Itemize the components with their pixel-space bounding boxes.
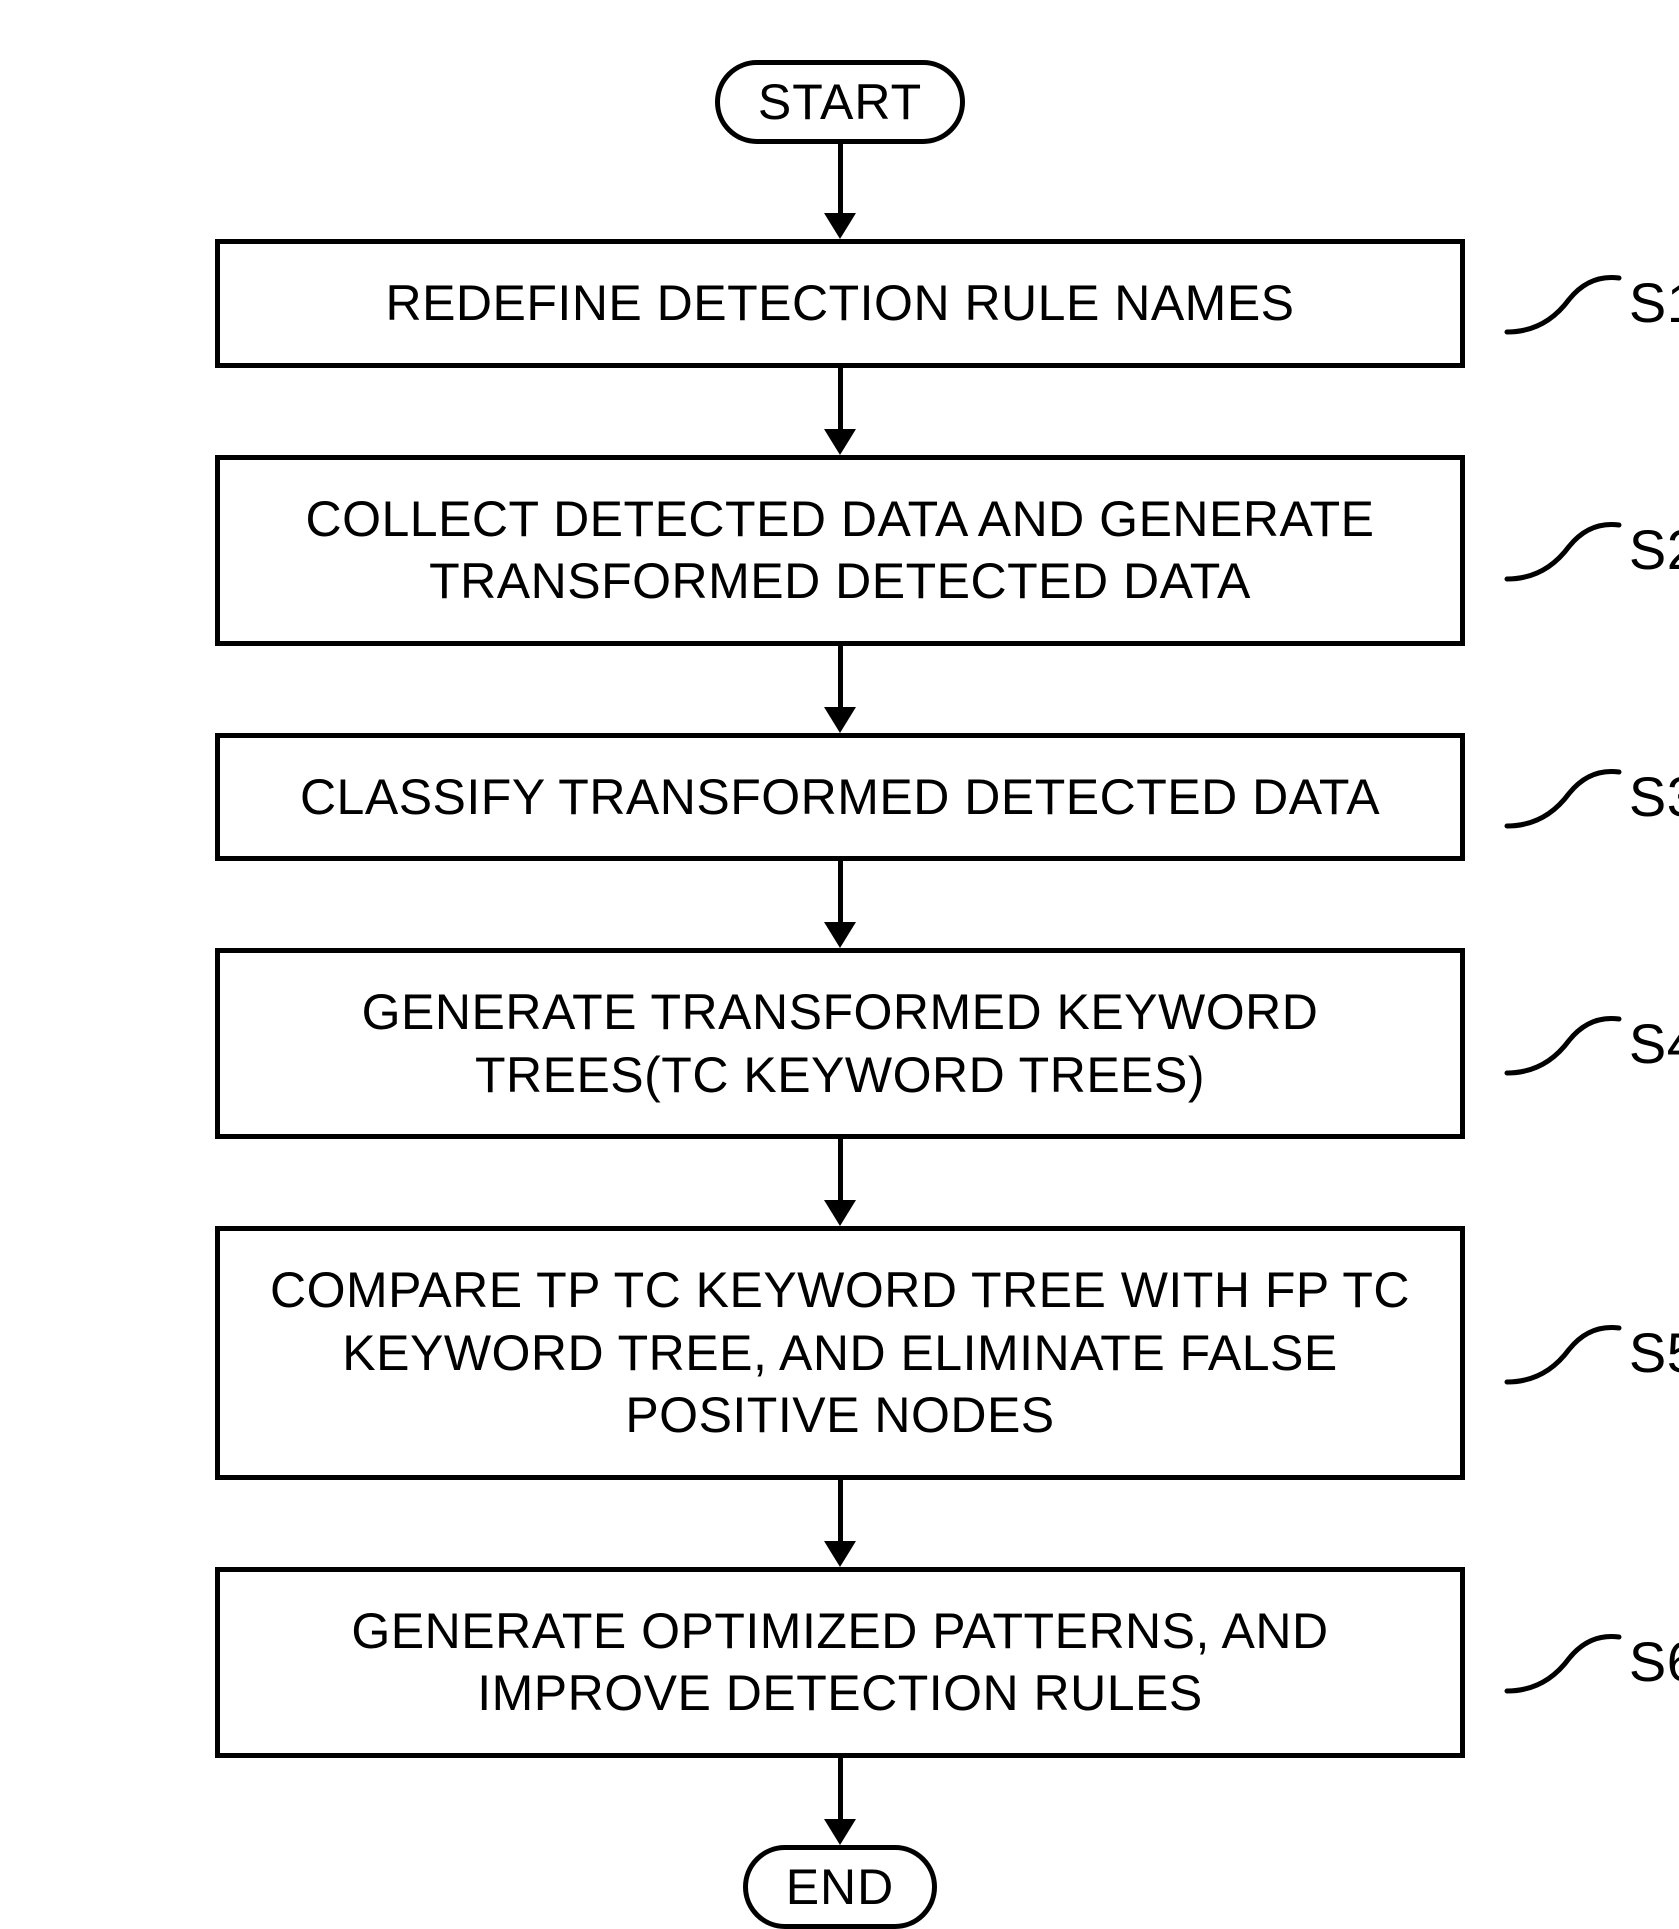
arrow-head-icon [824, 429, 856, 455]
arrow-head-icon [824, 922, 856, 948]
step-id-label: S50 [1629, 1318, 1679, 1388]
process-step: GENERATE OPTIMIZED PATTERNS, AND IMPROVE… [215, 1567, 1465, 1758]
step-id-label: S10 [1629, 268, 1679, 338]
step-label-connector: S20 [1503, 515, 1679, 585]
arrow-head-icon [824, 213, 856, 239]
step-label-connector: S40 [1503, 1009, 1679, 1079]
start-terminal: START [715, 60, 965, 144]
step-id-label: S60 [1629, 1627, 1679, 1697]
step-label-connector: S10 [1503, 268, 1679, 338]
arrow-line [838, 144, 843, 214]
end-terminal: END [743, 1845, 938, 1929]
arrow-head-icon [824, 1200, 856, 1226]
flowchart-container: START REDEFINE DETECTION RULE NAMESS10 CO… [80, 60, 1600, 1929]
step-label-connector: S60 [1503, 1627, 1679, 1697]
arrow-head-icon [824, 1541, 856, 1567]
process-step: REDEFINE DETECTION RULE NAMESS10 [215, 239, 1465, 368]
arrow-head-icon [824, 707, 856, 733]
process-step: GENERATE TRANSFORMED KEYWORD TREES(TC KE… [215, 948, 1465, 1139]
arrow-line [838, 861, 843, 923]
arrow-line [838, 368, 843, 430]
connector-curve-icon [1503, 515, 1623, 585]
connector-curve-icon [1503, 1627, 1623, 1697]
connector-curve-icon [1503, 1318, 1623, 1388]
process-step: CLASSIFY TRANSFORMED DETECTED DATAS30 [215, 733, 1465, 862]
step-id-label: S40 [1629, 1009, 1679, 1079]
arrow-line [838, 1139, 843, 1201]
process-step: COMPARE TP TC KEYWORD TREE WITH FP TC KE… [215, 1226, 1465, 1480]
connector-curve-icon [1503, 762, 1623, 832]
process-step: COLLECT DETECTED DATA AND GENERATE TRANS… [215, 455, 1465, 646]
connector-curve-icon [1503, 1009, 1623, 1079]
connector-curve-icon [1503, 268, 1623, 338]
arrow-head-icon [824, 1819, 856, 1845]
arrow-line [838, 1480, 843, 1542]
step-id-label: S30 [1629, 762, 1679, 832]
step-label-connector: S30 [1503, 762, 1679, 832]
step-label-connector: S50 [1503, 1318, 1679, 1388]
arrow-line [838, 1758, 843, 1820]
step-id-label: S20 [1629, 515, 1679, 585]
arrow-line [838, 646, 843, 708]
